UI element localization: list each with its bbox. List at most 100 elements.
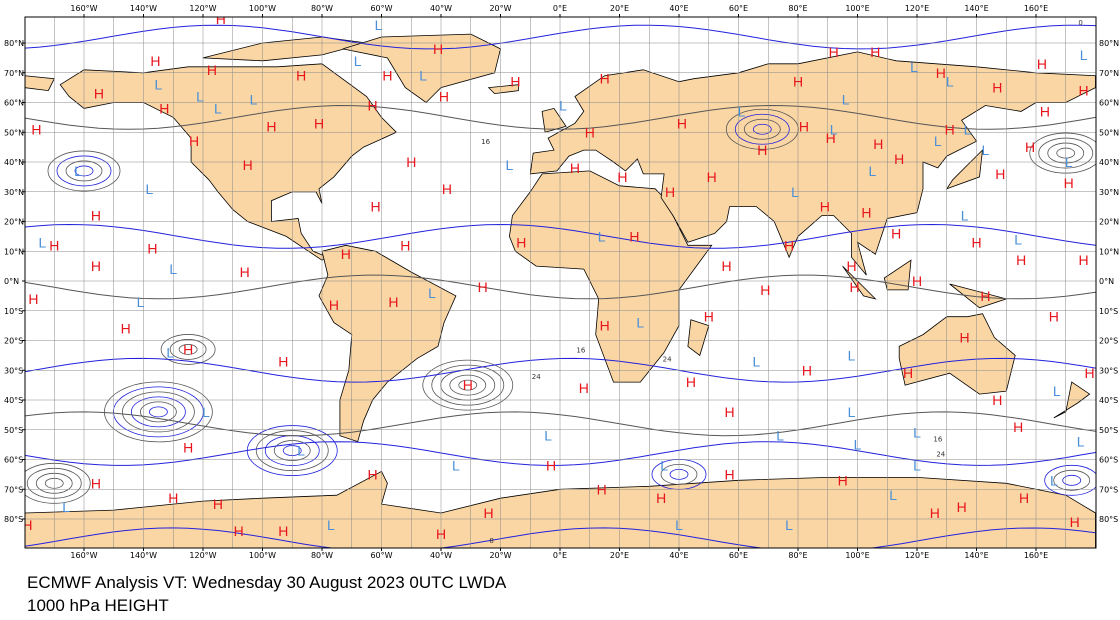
low-center: L (848, 404, 856, 420)
caption-line: 1000 hPa HEIGHT (27, 596, 169, 615)
low-center: L (169, 261, 177, 277)
contour-label: 24 (936, 451, 945, 459)
high-center: H (1040, 103, 1050, 119)
high-center: H (433, 41, 443, 57)
graticule (25, 17, 1096, 548)
high-center: H (147, 240, 157, 256)
low-center: L (675, 517, 683, 533)
high-center: H (382, 68, 392, 84)
latitude-label: 80°S (1099, 515, 1118, 524)
low-center: L (74, 163, 82, 179)
high-center: H (1079, 83, 1089, 99)
high-center: H (439, 89, 449, 105)
high-center: H (930, 505, 940, 521)
high-center: H (725, 404, 735, 420)
high-center: H (31, 121, 41, 137)
high-center: H (159, 100, 169, 116)
longitude-label: 80°W (311, 551, 333, 560)
caption-line: ECMWF Analysis VT: Wednesday 30 August 2… (27, 573, 507, 592)
high-center: H (570, 160, 580, 176)
high-center: H (861, 205, 871, 221)
high-center: H (656, 490, 666, 506)
longitude-label: 60°E (729, 551, 748, 560)
high-center: H (49, 237, 59, 253)
contour (148, 406, 168, 418)
low-center: L (506, 157, 514, 173)
low-center: L (785, 517, 793, 533)
high-center: H (207, 62, 217, 78)
low-center: L (889, 487, 897, 503)
high-center: H (870, 44, 880, 60)
high-center: H (1064, 175, 1074, 191)
high-center: H (406, 154, 416, 170)
latitude-label: 20°S (4, 337, 23, 346)
high-center: H (980, 288, 990, 304)
low-center: L (166, 344, 174, 360)
high-center: H (91, 475, 101, 491)
low-center: L (964, 121, 972, 137)
high-center: H (1025, 139, 1035, 155)
longitude-label: 140°E (964, 551, 988, 560)
high-center: H (329, 297, 339, 313)
latitude-label: 10°N (4, 247, 24, 256)
low-center: L (913, 457, 921, 473)
latitude-label: 80°S (4, 515, 23, 524)
high-center: H (1049, 309, 1059, 325)
high-center: H (992, 80, 1002, 96)
low-center: L (375, 17, 383, 33)
high-center: H (665, 184, 675, 200)
low-center: L (854, 437, 862, 453)
high-center: H (463, 377, 473, 393)
high-center: H (757, 142, 767, 158)
longitude-label: 100°E (845, 551, 869, 560)
low-center: L (598, 228, 606, 244)
longitude-label: 140°E (964, 4, 988, 13)
high-center: H (510, 74, 520, 90)
low-center: L (137, 294, 145, 310)
low-center: L (842, 92, 850, 108)
longitude-label: 120°W (189, 4, 216, 13)
low-center: L (327, 517, 335, 533)
high-center: H (296, 68, 306, 84)
low-center: L (196, 89, 204, 105)
high-center: H (168, 490, 178, 506)
latitude-label: 60°N (4, 99, 24, 108)
low-center: L (752, 353, 760, 369)
latitude-label: 80°N (1099, 39, 1119, 48)
high-center: H (183, 440, 193, 456)
longitude-label: 80°W (311, 4, 333, 13)
contour (130, 396, 186, 428)
contour-label: 24 (663, 355, 672, 363)
longitude-label: 120°W (189, 551, 216, 560)
high-center: H (725, 466, 735, 482)
longitude-label: 160°E (1024, 4, 1048, 13)
high-center: H (516, 234, 526, 250)
high-center: H (846, 258, 856, 274)
landmass (318, 244, 457, 443)
contour (431, 364, 505, 406)
high-center: H (995, 166, 1005, 182)
low-center: L (1050, 472, 1058, 488)
landmass (883, 259, 912, 291)
high-center: H (1070, 514, 1080, 530)
contour (178, 344, 198, 355)
low-center: L (868, 163, 876, 179)
low-center: L (830, 121, 838, 137)
longitude-label: 140°W (130, 551, 157, 560)
high-center: H (971, 234, 981, 250)
high-center: H (936, 65, 946, 81)
high-center: H (838, 472, 848, 488)
longitude-label: 40°E (669, 551, 688, 560)
high-center: H (1079, 252, 1089, 268)
low-center: L (428, 285, 436, 301)
latitude-label: 60°N (1099, 99, 1119, 108)
high-center: H (873, 136, 883, 152)
high-center: H (579, 380, 589, 396)
low-center: L (738, 103, 746, 119)
high-center: H (278, 523, 288, 539)
high-center: H (1016, 252, 1026, 268)
low-center: L (1080, 47, 1088, 63)
contour-label: 16 (481, 138, 490, 146)
high-center: H (91, 208, 101, 224)
high-center: H (1013, 419, 1023, 435)
